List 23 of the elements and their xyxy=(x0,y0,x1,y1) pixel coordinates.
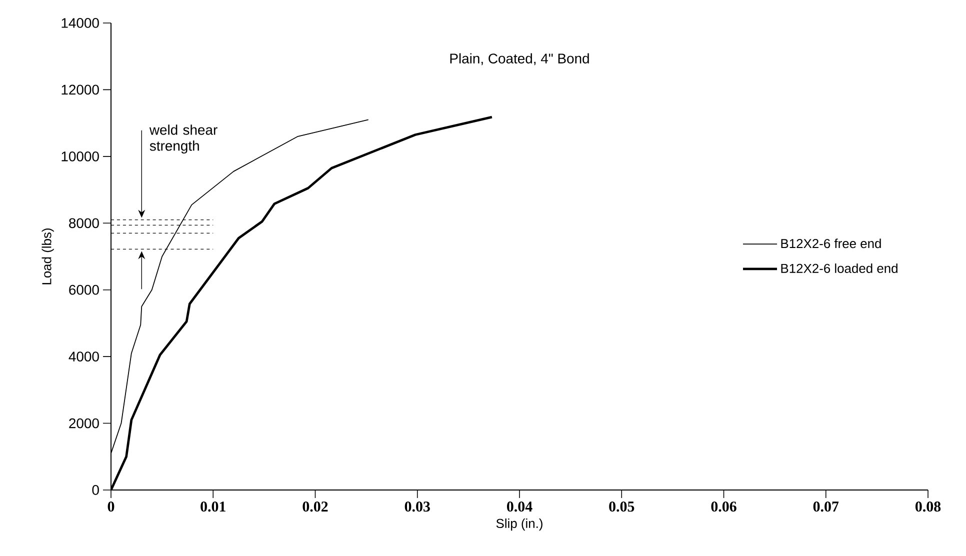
x-tick-label: 0.07 xyxy=(813,502,839,512)
x-axis-title: Slip (in.) xyxy=(496,518,542,531)
y-tick-label: 6000 xyxy=(69,284,99,295)
x-tick-label: 0.01 xyxy=(200,502,226,512)
x-tick-label: 0.03 xyxy=(404,502,430,512)
y-tick-label: 14000 xyxy=(62,18,99,28)
annotation: weld shear strength xyxy=(149,124,218,154)
x-tick-label: 0.04 xyxy=(506,502,532,512)
y-axis-title: Load (lbs) xyxy=(42,228,54,284)
x-tick-label: 0.06 xyxy=(711,502,736,512)
y-tick-label: 12000 xyxy=(62,84,99,95)
text: Plain, Coated, 4" Bond xyxy=(450,53,589,66)
x-tick-label: 0 xyxy=(108,502,114,512)
legend-label: B12X2-6 free end xyxy=(781,238,881,248)
legend-label: B12X2-6 loaded end xyxy=(781,263,898,273)
y-tick-label: 2000 xyxy=(69,418,99,428)
x-tick-label: 0.05 xyxy=(609,502,634,512)
y-tick-label: 8000 xyxy=(69,218,99,228)
x-tick-label: 0.08 xyxy=(915,502,941,512)
y-tick-label: 0 xyxy=(92,485,99,495)
y-tick-label: 10000 xyxy=(62,151,99,162)
x-tick-label: 0.02 xyxy=(302,502,328,512)
y-tick-label: 4000 xyxy=(68,352,99,362)
